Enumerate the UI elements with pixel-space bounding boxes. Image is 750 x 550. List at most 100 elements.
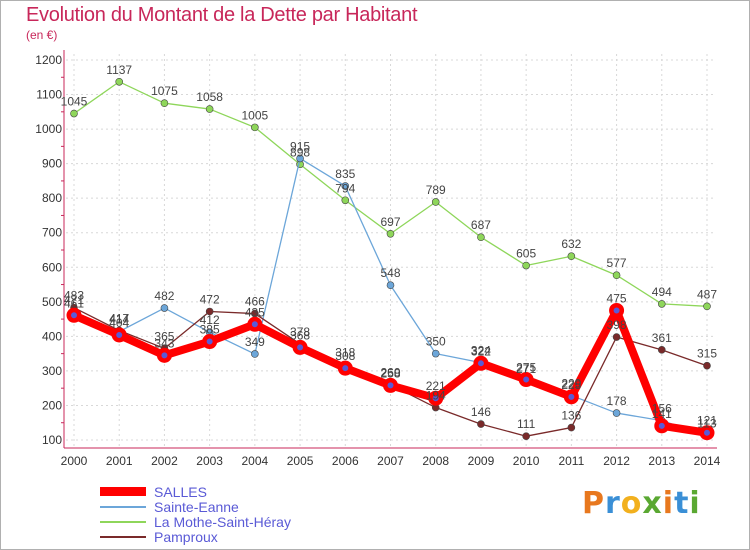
- point-label: 111: [517, 417, 536, 431]
- series-point: [703, 361, 711, 370]
- point-label: 385: [200, 323, 220, 337]
- series-point: [115, 77, 124, 86]
- series-point: [431, 198, 440, 206]
- legend-item: La Mothe-Saint-Héray: [100, 513, 291, 530]
- y-tick-label: 700: [42, 226, 62, 240]
- x-tick-label: 2002: [151, 454, 178, 468]
- series-la-mothe-saint-h-ray: [70, 77, 711, 311]
- point-label: 1058: [196, 90, 223, 104]
- x-tick-label: 2007: [377, 454, 404, 468]
- series-point: [475, 358, 486, 369]
- point-label: 412: [200, 313, 220, 327]
- point-label: 146: [471, 405, 491, 419]
- legend-label: Sainte-Eanne: [154, 498, 239, 515]
- point-label: 915: [290, 139, 310, 153]
- point-label: 275: [516, 361, 536, 375]
- y-tick-label: 900: [42, 157, 62, 171]
- brand-logo: Proxiti: [582, 486, 701, 521]
- series-point: [611, 305, 622, 316]
- series-point: [521, 374, 532, 385]
- series-point: [612, 271, 621, 280]
- series-point: [205, 307, 214, 316]
- point-label: 398: [607, 318, 627, 332]
- point-label: 435: [245, 305, 265, 319]
- series-point: [522, 261, 530, 270]
- point-label: 1075: [151, 84, 178, 98]
- point-label: 605: [516, 247, 536, 261]
- legend-label: Pamproux: [154, 528, 218, 545]
- series-point: [69, 310, 79, 321]
- brand-letter: x: [642, 486, 663, 521]
- point-label: 632: [561, 237, 581, 251]
- point-label: 225: [561, 378, 581, 392]
- y-tick-label: 800: [42, 191, 62, 205]
- series-point: [160, 304, 169, 312]
- x-tick-label: 2004: [242, 454, 269, 468]
- point-label: 229: [561, 376, 581, 390]
- point-label: 475: [607, 291, 627, 305]
- series-point: [567, 423, 576, 432]
- y-tick-label: 400: [42, 329, 62, 343]
- point-label: 368: [290, 328, 310, 342]
- point-label: 835: [335, 167, 355, 181]
- point-label: 471: [64, 293, 84, 307]
- point-labels-layer: 461 404 343 385 435 368 308 258 221 322 275 225 475 1…: [61, 63, 718, 431]
- legend-label: La Mothe-Saint-Héray: [154, 513, 291, 530]
- x-tick-label: 2009: [468, 454, 495, 468]
- legend-swatch: [100, 505, 146, 508]
- series-point: [340, 363, 351, 374]
- point-label: 482: [154, 289, 174, 303]
- point-label: 315: [697, 347, 717, 361]
- point-label: 194: [426, 389, 446, 403]
- series-point: [386, 281, 395, 290]
- series-point: [296, 154, 304, 163]
- x-tick-label: 2006: [332, 454, 359, 468]
- x-tick-label: 2011: [558, 454, 584, 468]
- series-point: [341, 182, 350, 190]
- point-label: 258: [380, 366, 400, 380]
- series-point: [567, 252, 576, 261]
- series-point: [385, 380, 396, 391]
- legend-label: SALLES: [154, 483, 207, 500]
- x-tick-label: 2008: [422, 454, 449, 468]
- legend-item: Sainte-Eanne: [100, 498, 291, 515]
- y-tick-label: 300: [42, 364, 62, 378]
- legend-swatch: [100, 487, 146, 496]
- point-label: 343: [154, 336, 174, 350]
- point-label: 1137: [106, 63, 132, 77]
- series-salles: [66, 302, 715, 441]
- point-label: 113: [697, 417, 716, 431]
- series-point: [657, 346, 666, 354]
- x-tick-label: 2001: [106, 454, 133, 468]
- x-tick-label: 2012: [603, 454, 630, 468]
- point-label: 483: [64, 289, 84, 303]
- series-point: [566, 391, 577, 402]
- point-label: 141: [652, 407, 672, 421]
- point-label: 350: [426, 335, 446, 349]
- series-point: [477, 233, 485, 242]
- y-tick-label: 500: [42, 295, 62, 309]
- y-tick-label: 1100: [36, 88, 62, 102]
- series-point: [205, 105, 214, 113]
- point-label: 414: [109, 313, 129, 327]
- brand-letter: o: [620, 486, 643, 521]
- series-point: [431, 349, 440, 358]
- legend-swatch: [100, 520, 146, 523]
- series-point: [204, 336, 215, 347]
- chart-legend: SALLES Sainte-Eanne La Mothe-Saint-Héray Pa…: [100, 483, 291, 545]
- brand-letter: i: [662, 486, 675, 521]
- series-point: [341, 196, 350, 205]
- point-label: 494: [652, 285, 672, 299]
- point-label: 156: [652, 402, 672, 416]
- y-tick-label: 600: [42, 260, 62, 274]
- point-label: 687: [471, 218, 491, 232]
- point-label: 349: [245, 335, 265, 349]
- point-label: 121: [697, 414, 717, 428]
- x-tick-label: 2003: [196, 454, 223, 468]
- y-tick-label: 1000: [35, 122, 62, 136]
- chart-grid: [66, 54, 715, 448]
- series-point: [159, 350, 170, 361]
- series-point: [251, 350, 259, 358]
- point-label: 404: [109, 316, 129, 330]
